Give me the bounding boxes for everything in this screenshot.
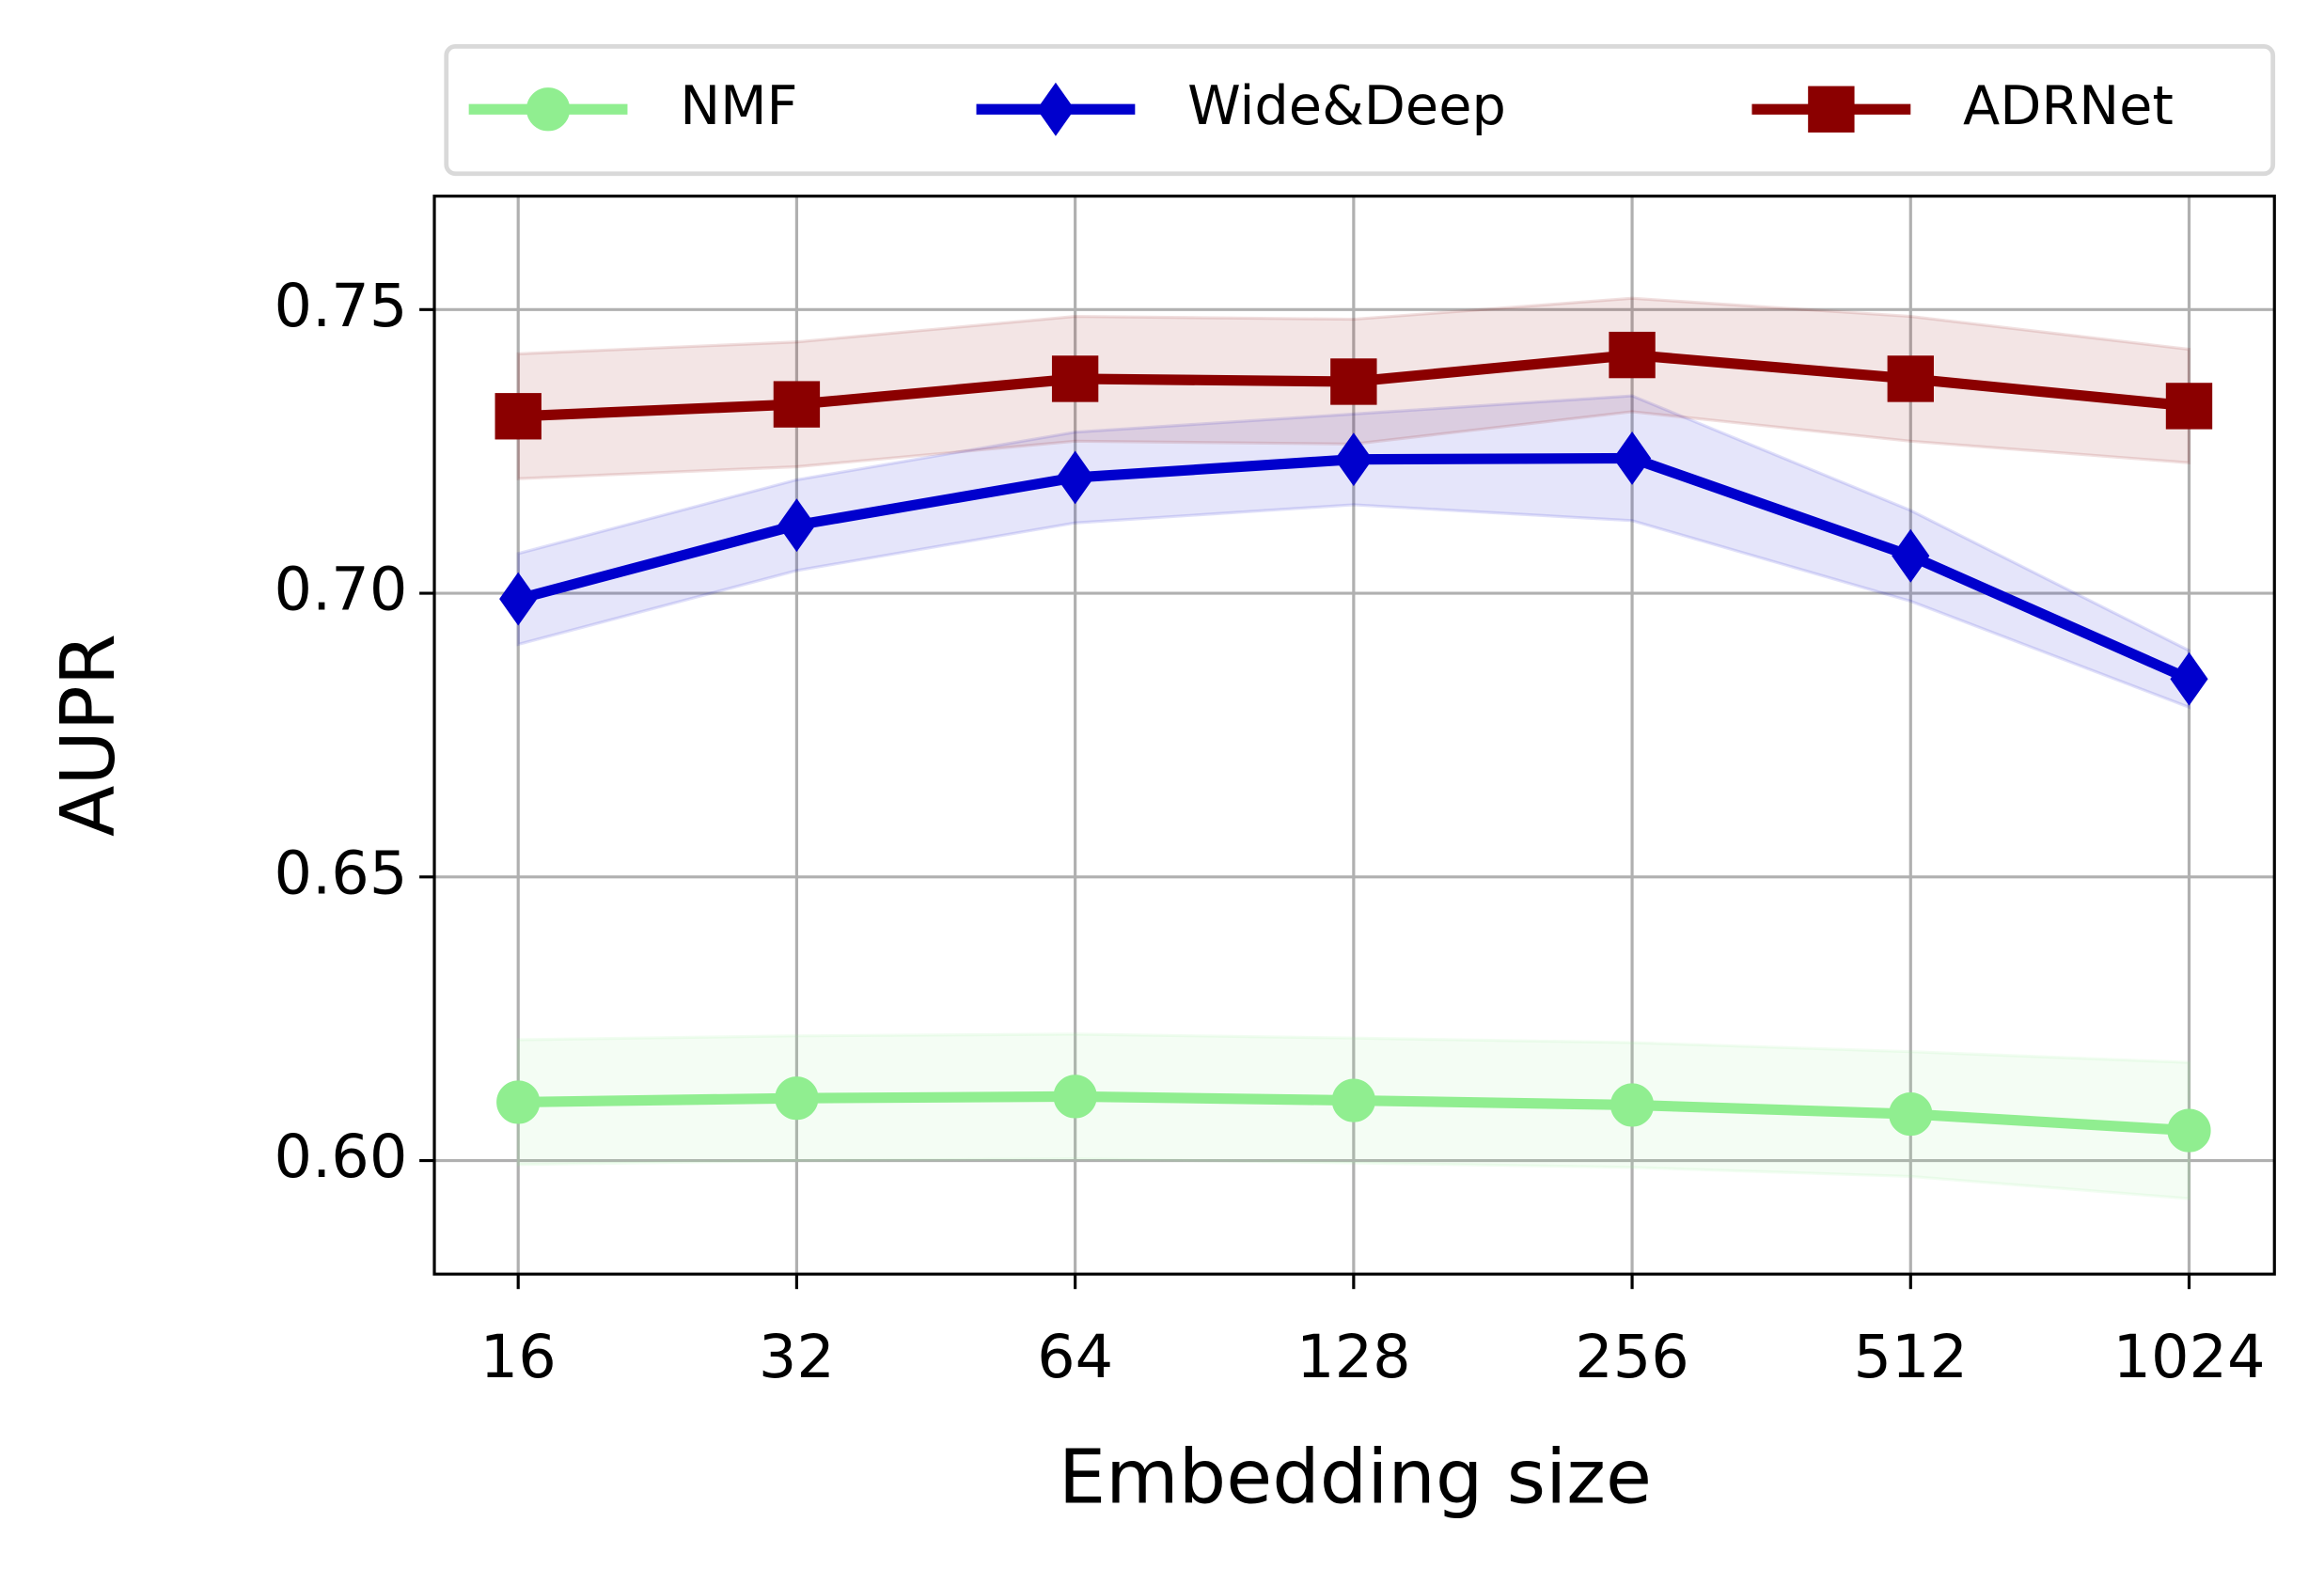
y-tick-label: 0.65 (275, 839, 408, 908)
plot-frame (432, 195, 2276, 1276)
x-tick-label: 1024 (2112, 1323, 2265, 1392)
legend-label: ADRNet (1963, 74, 2174, 137)
y-tick-label: 0.70 (275, 556, 408, 625)
x-tick-label: 16 (480, 1323, 557, 1392)
marker (1036, 82, 1076, 136)
y-tick-label: 0.75 (275, 272, 408, 341)
legend-label: Wide&Deep (1187, 74, 1506, 137)
legend-box (444, 43, 2276, 177)
marker (1887, 355, 1934, 402)
marker (1892, 528, 1930, 583)
marker (2170, 651, 2208, 706)
marker (499, 572, 538, 626)
marker (496, 1080, 541, 1124)
marker (2165, 383, 2213, 430)
y-tick-label: 0.60 (275, 1122, 408, 1192)
marker (526, 87, 571, 132)
x-tick-label: 512 (1853, 1323, 1968, 1392)
marker (777, 498, 816, 553)
marker (775, 1076, 819, 1121)
marker (1808, 86, 1855, 133)
x-tick-label: 128 (1296, 1323, 1411, 1392)
marker (1612, 431, 1652, 485)
x-tick-label: 32 (759, 1323, 835, 1392)
marker (1053, 1075, 1097, 1119)
marker (495, 393, 542, 440)
marker (1610, 1083, 1655, 1127)
y-axis-label: AUPR (44, 634, 132, 837)
marker (1056, 450, 1094, 505)
marker (773, 381, 821, 428)
error-band (516, 394, 2191, 710)
x-tick-label: 64 (1037, 1323, 1113, 1392)
marker (2167, 1108, 2211, 1153)
legend-label: NMF (680, 74, 797, 137)
legend: NMF Wide&Deep ADRNet (444, 43, 2276, 177)
marker (1331, 1078, 1375, 1122)
marker (1889, 1091, 1933, 1137)
marker (1330, 358, 1377, 405)
x-axis-label: Embedding size (1059, 1434, 1652, 1521)
marker (1051, 355, 1099, 402)
marker (1334, 432, 1373, 487)
marker (1609, 331, 1656, 379)
x-tick-label: 256 (1575, 1323, 1689, 1392)
